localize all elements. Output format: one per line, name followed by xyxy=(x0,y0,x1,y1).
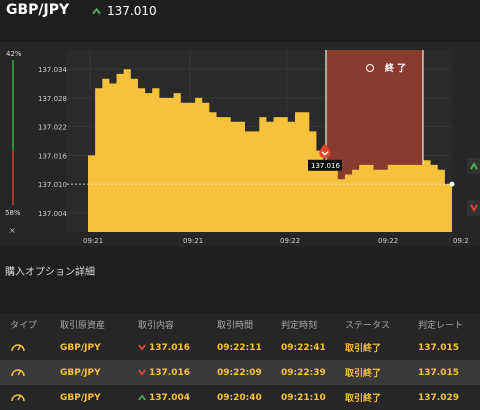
down-arrow-icon xyxy=(138,369,146,376)
entry-marker-icon xyxy=(319,143,331,158)
down-arrow-icon xyxy=(470,204,478,212)
asset-pair: GBP/JPY xyxy=(6,2,70,18)
down-arrow-icon xyxy=(138,344,146,351)
close-icon[interactable]: × xyxy=(9,226,16,235)
time-cell: 09:20:40 xyxy=(217,392,262,403)
rate-cell: 137.015 xyxy=(418,367,459,378)
rate-cell: 137.015 xyxy=(418,342,459,353)
type-cell xyxy=(0,365,44,380)
up-arrow-icon xyxy=(470,162,478,170)
gauge-icon xyxy=(11,394,25,402)
asset-cell: GBP/JPY xyxy=(60,342,101,353)
current-price-dot xyxy=(449,181,455,187)
time-cell: 09:22:09 xyxy=(217,367,262,378)
entry-price-box xyxy=(308,159,342,171)
col-judge: 判定時刻 xyxy=(281,320,318,331)
gauge-up-pct: 42% xyxy=(6,50,22,58)
up-arrow-icon xyxy=(138,394,146,401)
type-cell xyxy=(0,390,44,405)
judge-cell: 09:22:41 xyxy=(281,342,326,353)
status-cell: 取引終了 xyxy=(345,394,382,404)
rate-cell: 137.029 xyxy=(418,392,459,403)
content-cell: 137.016 xyxy=(122,368,200,378)
content-cell: 137.004 xyxy=(122,393,200,403)
status-cell: 取引終了 xyxy=(345,344,382,354)
content-value: 137.004 xyxy=(149,392,190,403)
price-area xyxy=(88,69,452,232)
current-price-value: 137.010 xyxy=(107,4,157,18)
judge-cell: 09:22:39 xyxy=(281,367,326,378)
x-tick-label: 09:22 xyxy=(280,237,300,245)
options-table: タイプ 取引原資産 取引内容 取引時間 判定時刻 ステータス 判定レート GBP… xyxy=(0,313,480,410)
type-cell xyxy=(0,340,44,355)
x-tick-label: 09:21 xyxy=(83,237,103,245)
gauge-down-pct: 58% xyxy=(5,209,21,217)
col-time: 取引時間 xyxy=(217,320,254,331)
down-arrow-icon xyxy=(321,151,329,156)
header-bar: GBP/JPY 137.010 xyxy=(0,0,480,24)
table-header: タイプ 取引原資産 取引内容 取引時間 判定時刻 ステータス 判定レート xyxy=(0,313,480,335)
clock-icon xyxy=(366,64,374,72)
expiry-label: 終 了 xyxy=(385,62,406,74)
col-content: 取引内容 xyxy=(138,320,175,331)
asset-cell: GBP/JPY xyxy=(60,392,101,403)
x-tick-label: 09:2 xyxy=(453,237,469,245)
status-cell: 取引終了 xyxy=(345,369,382,379)
content-value: 137.016 xyxy=(149,342,190,353)
gauge-down-bar xyxy=(12,150,14,205)
sentiment-gauge: 42% 58% × xyxy=(0,42,26,248)
gauge-icon xyxy=(11,344,25,352)
y-tick-label: 137.034 xyxy=(38,66,67,74)
current-price: 137.010 xyxy=(92,4,157,18)
section-title: 購入オプション詳細 xyxy=(0,258,480,288)
entry-price-label: 137.016 xyxy=(311,162,340,170)
col-rate: 判定レート xyxy=(418,320,464,331)
up-arrow-icon xyxy=(92,7,101,15)
y-tick-label: 137.004 xyxy=(38,210,67,218)
table-row[interactable]: GBP/JPY 137.004 09:20:40 09:21:10 取引終了 137.02… xyxy=(0,385,480,410)
content-value: 137.016 xyxy=(149,367,190,378)
y-tick-label: 137.022 xyxy=(38,124,67,132)
table-row[interactable]: GBP/JPY 137.016 09:22:09 09:22:39 取引終了 137.01… xyxy=(0,360,480,385)
x-tick-label: 09:21 xyxy=(183,237,203,245)
y-tick-label: 137.010 xyxy=(38,181,67,189)
time-cell: 09:22:11 xyxy=(217,342,262,353)
col-asset: 取引原資産 xyxy=(60,320,106,331)
y-tick-label: 137.016 xyxy=(38,152,67,160)
price-chart[interactable]: 137.034 137.028 137.022 137.016 137.010 137.0… xyxy=(0,42,480,248)
content-cell: 137.016 xyxy=(122,343,200,353)
chart-panel[interactable]: 42% 58% × 137.034 137.028 137.022 137.016 13… xyxy=(0,42,480,248)
gauge-icon xyxy=(11,369,25,377)
gauge-up-bar xyxy=(12,60,14,150)
x-tick-label: 09:22 xyxy=(378,237,398,245)
col-type: タイプ xyxy=(10,320,38,331)
judge-cell: 09:21:10 xyxy=(281,392,326,403)
asset-cell: GBP/JPY xyxy=(60,367,101,378)
y-tick-label: 137.028 xyxy=(38,95,67,103)
table-row[interactable]: GBP/JPY 137.016 09:22:11 09:22:41 取引終了 137.01… xyxy=(0,335,480,360)
col-status: ステータス xyxy=(345,320,391,331)
